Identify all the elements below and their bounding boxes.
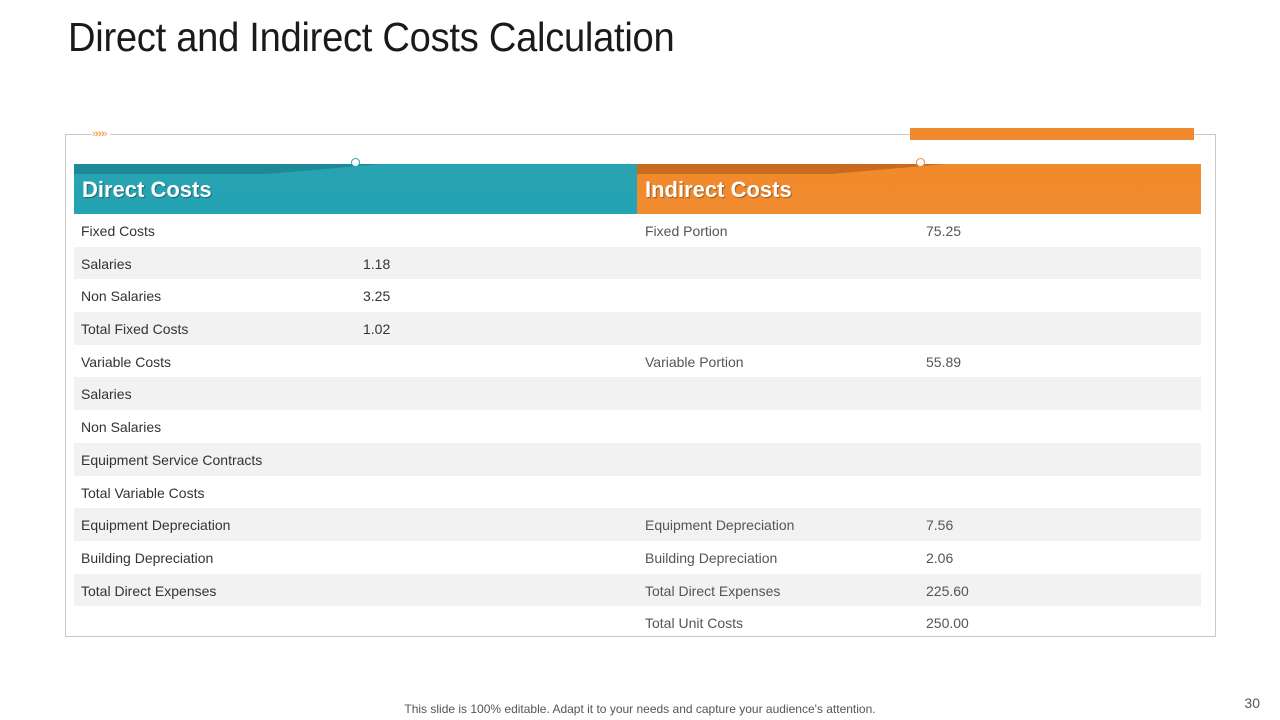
indirect-costs-header-label: Indirect Costs [645, 177, 792, 202]
direct-item: Building Depreciation [81, 549, 214, 566]
table-row: Non Salaries 3.25 [74, 279, 1201, 312]
indirect-value: 75.25 [926, 223, 962, 239]
direct-costs-header-label: Direct Costs [82, 177, 212, 202]
page-number: 30 [1244, 695, 1260, 711]
table-row: Total Unit Costs 250.00 [74, 606, 1201, 639]
direct-costs-header: Direct Costs [74, 164, 637, 214]
table-row: Total Fixed Costs 1.02 [74, 312, 1201, 345]
cost-table: Fixed Costs Fixed Portion 75.25 Salaries 1.… [74, 214, 1201, 639]
indirect-costs-header: Indirect Costs [637, 164, 1201, 214]
table-row: Building Depreciation Building Depreciati… [74, 541, 1201, 574]
direct-value: 1.02 [363, 321, 391, 338]
table-row: Salaries [74, 377, 1201, 411]
indirect-item: Variable Portion [645, 353, 744, 370]
indirect-item: Equipment Depreciation [645, 517, 795, 534]
table-row: Fixed Costs Fixed Portion 75.25 [74, 214, 1201, 247]
indirect-item: Building Depreciation [645, 549, 778, 566]
direct-item: Salaries [81, 255, 132, 272]
table-row: Non Salaries [74, 410, 1201, 443]
table-row: Equipment Service Contracts [74, 442, 1201, 476]
orange-circle-icon [916, 158, 925, 167]
table-row: Variable Costs Variable Portion 55.89 [74, 345, 1201, 378]
indirect-value: 250.00 [926, 615, 969, 632]
direct-item: Equipment Service Contracts [81, 451, 263, 468]
direct-item: Equipment Depreciation [81, 517, 231, 534]
page-title: Direct and Indirect Costs Calculation [68, 14, 675, 60]
footer-note: This slide is 100% editable. Adapt it to… [404, 702, 876, 716]
indirect-value: 55.89 [926, 353, 962, 370]
direct-item: Non Salaries [81, 288, 162, 305]
chevron-decoration-icon: »»»» [92, 127, 111, 141]
table-row: Salaries 1.18 [74, 246, 1201, 280]
indirect-item: Total Unit Costs [645, 615, 744, 632]
direct-item: Total Direct Expenses [81, 582, 217, 599]
table-row: Total Variable Costs [74, 476, 1201, 509]
indirect-item: Fixed Portion [645, 223, 728, 239]
indirect-value: 225.60 [926, 582, 969, 599]
direct-item: Total Fixed Costs [81, 321, 189, 338]
direct-item: Fixed Costs [81, 223, 155, 239]
teal-circle-icon [351, 158, 360, 167]
direct-item: Salaries [81, 386, 132, 403]
indirect-value: 7.56 [926, 517, 954, 534]
direct-item: Variable Costs [81, 353, 172, 370]
direct-item: Total Variable Costs [81, 484, 205, 501]
table-row: Total Direct Expenses Total Direct Expens… [74, 573, 1201, 607]
direct-item: Non Salaries [81, 419, 162, 436]
direct-value: 3.25 [363, 288, 391, 305]
indirect-value: 2.06 [926, 549, 954, 566]
accent-bar [910, 128, 1194, 140]
direct-value: 1.18 [363, 255, 391, 272]
indirect-item: Total Direct Expenses [645, 582, 781, 599]
table-frame [65, 134, 1216, 637]
table-row: Equipment Depreciation Equipment Deprecia… [74, 508, 1201, 541]
